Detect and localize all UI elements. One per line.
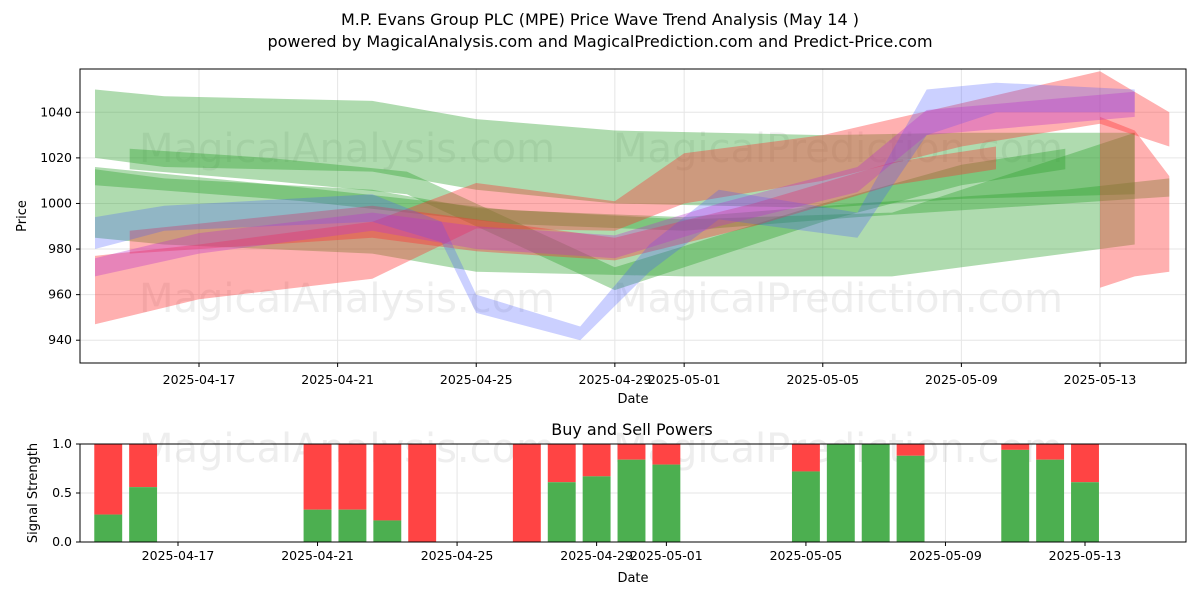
sell-power-bar: [1001, 444, 1030, 450]
main-ytick-label: 960: [48, 287, 72, 302]
sub-xtick-label: 2025-05-13: [1049, 548, 1122, 563]
sub-xtick-label: 2025-05-09: [909, 548, 982, 563]
sub-xtick-label: 2025-04-21: [281, 548, 354, 563]
main-xtick-label: 2025-05-09: [925, 372, 998, 387]
buy-sell-plot: Buy and Sell Powers MagicalAnalysis.com …: [26, 420, 1187, 586]
sub-xtick-label: 2025-04-29: [560, 548, 633, 563]
wave-band-green-wave-A: [95, 89, 1135, 208]
buy-power-bar: [94, 514, 123, 542]
sub-xtick-label: 2025-05-05: [770, 548, 843, 563]
main-xtick-label: 2025-04-25: [440, 372, 513, 387]
wave-bands: [95, 71, 1170, 341]
main-watermarks: MagicalAnalysis.com MagicalPrediction.co…: [139, 126, 1063, 322]
buy-power-bar: [1036, 459, 1065, 542]
wave-band-blue-wave: [95, 82, 1135, 341]
sell-power-bar: [652, 444, 681, 465]
main-ytick-label: 980: [48, 241, 72, 256]
main-plot-frame: [79, 68, 1187, 364]
chart-subtitle: powered by MagicalAnalysis.com and Magic…: [267, 32, 932, 51]
price-axis-ticks: 940 960 980 1000 1020 1040: [40, 104, 80, 347]
main-ytick-label: 1000: [40, 195, 72, 210]
wave-band-red-wedge: [1100, 116, 1170, 288]
buy-power-bar: [791, 471, 820, 542]
watermark-prediction-top: MagicalPrediction.com: [613, 126, 1063, 172]
buy-power-bar: [303, 509, 332, 542]
main-ytick-label: 1020: [40, 150, 72, 165]
sell-power-bar: [617, 444, 646, 460]
wave-band-green-wave-B: [95, 132, 1135, 277]
main-ytick-label: 1040: [40, 104, 72, 119]
watermark-analysis-top: MagicalAnalysis.com: [139, 126, 555, 172]
sub-xaxis-label: Date: [617, 571, 648, 586]
wave-band-red-wave-B: [129, 146, 996, 261]
sell-power-bar: [94, 444, 123, 515]
sell-power-bar: [408, 444, 437, 542]
wave-band-red-wave-A: [95, 71, 1170, 325]
sell-power-bar: [791, 444, 820, 472]
buy-power-bar: [1001, 449, 1030, 542]
wave-band-purple-wave: [95, 91, 1135, 277]
price-wave-plot: MagicalAnalysis.com MagicalPrediction.co…: [15, 68, 1187, 407]
sub-xtick-label: 2025-04-17: [142, 548, 215, 563]
watermark-analysis-bottom: MagicalAnalysis.com: [139, 276, 555, 322]
sell-power-bar: [373, 444, 402, 521]
main-xtick-label: 2025-04-29: [579, 372, 652, 387]
buy-power-bar: [861, 444, 890, 542]
signal-axis-ticks: 0.0 0.5 1.0: [52, 436, 80, 549]
buy-power-bar: [547, 482, 576, 542]
buy-power-bar: [373, 520, 402, 542]
sell-power-bar: [1036, 444, 1065, 460]
buy-power-bar: [582, 476, 611, 542]
buy-sell-title: Buy and Sell Powers: [551, 420, 713, 439]
main-ytick-label: 940: [48, 332, 72, 347]
sub-ytick-label: 0.0: [52, 534, 72, 549]
chart-title: M.P. Evans Group PLC (MPE) Price Wave Tr…: [341, 10, 859, 29]
buy-power-bar: [826, 444, 855, 542]
wave-band-green-wave-C: [129, 148, 1066, 291]
main-xtick-label: 2025-04-17: [163, 372, 236, 387]
sub-ytick-label: 0.5: [52, 485, 72, 500]
watermark-prediction-bottom: MagicalPrediction.com: [613, 276, 1063, 322]
sell-power-bar: [547, 444, 576, 483]
main-xtick-label: 2025-05-05: [786, 372, 859, 387]
sell-power-bar: [1071, 444, 1099, 483]
main-yaxis-label: Price: [15, 200, 30, 232]
main-xtick-label: 2025-04-21: [301, 372, 374, 387]
sell-power-bar: [303, 444, 332, 510]
main-xaxis-label: Date: [617, 392, 648, 407]
main-grid: [80, 69, 1186, 363]
sub-yaxis-label: Signal Strength: [26, 443, 41, 543]
date-axis-ticks: 2025-04-17 2025-04-21 2025-04-25 2025-04-29…: [163, 363, 1137, 387]
sub-xtick-label: 2025-04-25: [421, 548, 494, 563]
buy-power-bar: [1071, 482, 1099, 542]
buy-power-bar: [652, 464, 681, 542]
sub-date-axis-ticks: 2025-04-17 2025-04-21 2025-04-25 2025-04-29…: [142, 542, 1122, 563]
signal-bars: [94, 444, 1099, 542]
sell-power-bar: [582, 444, 611, 477]
sell-power-bar: [338, 444, 367, 510]
buy-power-bar: [338, 509, 367, 542]
wave-band-green-trend-line: [95, 167, 1170, 231]
main-xtick-label: 2025-05-01: [648, 372, 721, 387]
buy-power-bar: [129, 487, 158, 542]
buy-power-bar: [896, 455, 925, 542]
sell-power-bar: [896, 444, 925, 456]
main-plot-background: [80, 69, 1186, 363]
sell-power-bar: [512, 444, 541, 542]
sub-xtick-label: 2025-05-01: [630, 548, 703, 563]
sub-ytick-label: 1.0: [52, 436, 72, 451]
buy-power-bar: [617, 459, 646, 542]
sell-power-bar: [129, 444, 158, 488]
main-xtick-label: 2025-05-13: [1064, 372, 1137, 387]
